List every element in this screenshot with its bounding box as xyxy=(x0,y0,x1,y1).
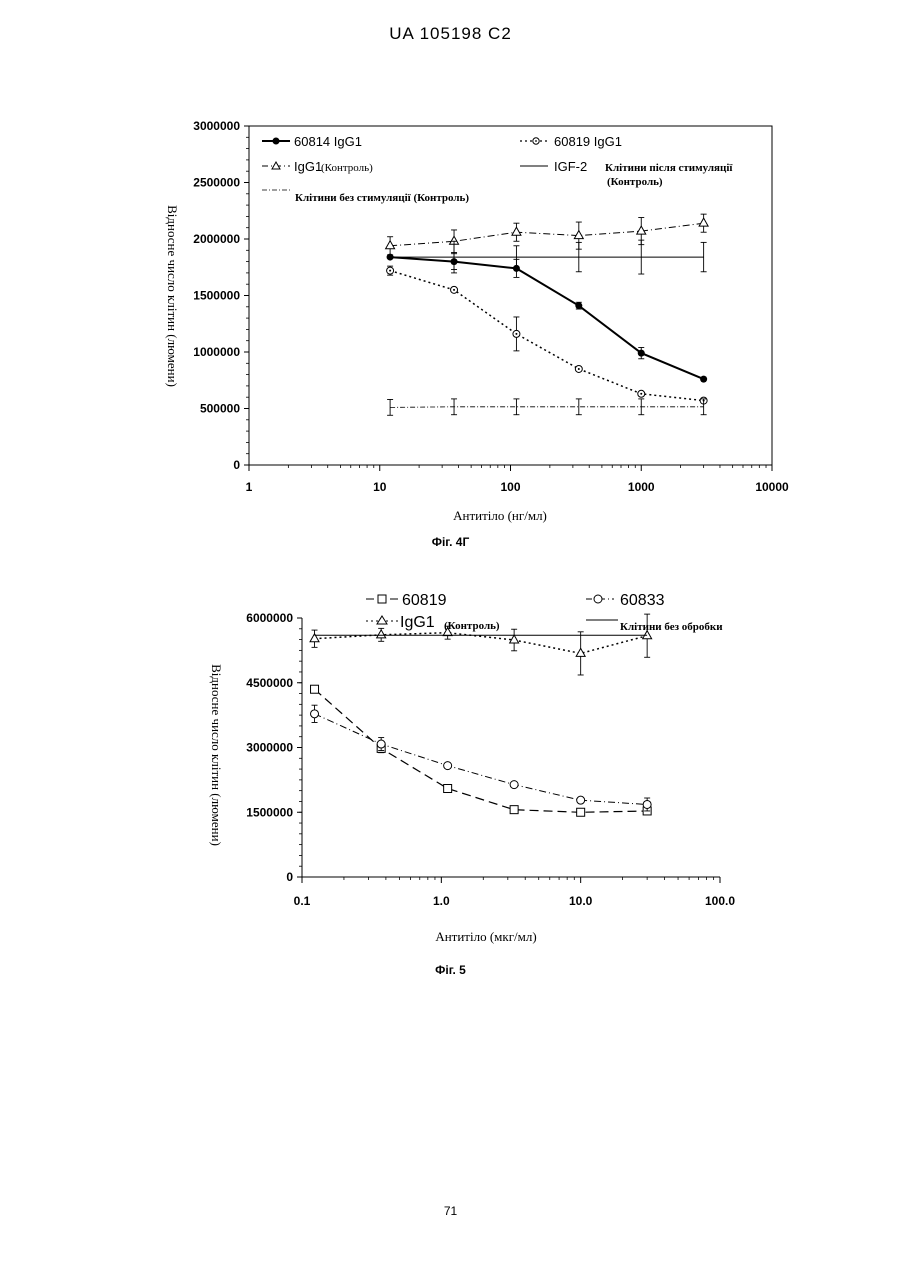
x-tick-label: 1.0 xyxy=(433,894,450,908)
y-tick-label: 0 xyxy=(286,870,293,884)
series-60833-point xyxy=(444,762,452,770)
y-tick-label: 6000000 xyxy=(246,611,293,625)
legend-label-60819: 60819 xyxy=(402,592,447,609)
x-tick-label: 10.0 xyxy=(569,894,593,908)
legend-label-igg1: IgG1 xyxy=(400,614,435,631)
x-tick-label: 100.0 xyxy=(705,894,735,908)
series-igg1-line xyxy=(315,633,648,654)
y-tick-label: 3000000 xyxy=(246,741,293,755)
series-60833-point xyxy=(643,800,651,808)
series-60819 xyxy=(311,685,652,816)
legend-entry-igg1: IgG1 (Контроль) xyxy=(366,614,500,632)
legend-label-60833: 60833 xyxy=(620,592,665,609)
legend-entry-60819: 60819 xyxy=(366,592,447,609)
series-60833-point xyxy=(510,781,518,789)
chart2-x-axis-label: Антитіло (мкг/мл) xyxy=(435,929,536,944)
series-60819-point xyxy=(311,685,319,693)
legend-entry-untreated: Клітини без обробки xyxy=(586,620,723,633)
series-60833-line xyxy=(315,714,648,805)
x-tick-label: 0.1 xyxy=(294,894,311,908)
series-60833-point xyxy=(577,796,585,804)
y-tick-label: 4500000 xyxy=(246,676,293,690)
legend-sub-igg1: (Контроль) xyxy=(444,620,500,632)
series-60819-point xyxy=(577,808,585,816)
series-60819-point xyxy=(444,785,452,793)
series-60819-point xyxy=(510,806,518,814)
y-tick-label: 1500000 xyxy=(246,805,293,819)
series-60833 xyxy=(311,705,652,811)
series-60819-line xyxy=(315,689,648,812)
series-igg1-point xyxy=(377,630,386,638)
figure-caption-5: Фіг. 5 xyxy=(0,963,901,977)
legend-entry-60833: 60833 xyxy=(586,592,665,609)
series-60833-point xyxy=(311,710,319,718)
chart2-legend: 60819 60833 IgG1 (Контроль) Клітини без … xyxy=(366,592,723,633)
legend-sub-untreated: Клітини без обробки xyxy=(620,621,723,633)
chart2-y-axis-label: Відносне число клітин (люмени) xyxy=(209,664,224,846)
page-number: 71 xyxy=(0,1204,901,1218)
series-60833-point xyxy=(377,740,385,748)
chart-fig-5: 60819 60833 IgG1 (Контроль) Клітини без … xyxy=(0,0,901,990)
